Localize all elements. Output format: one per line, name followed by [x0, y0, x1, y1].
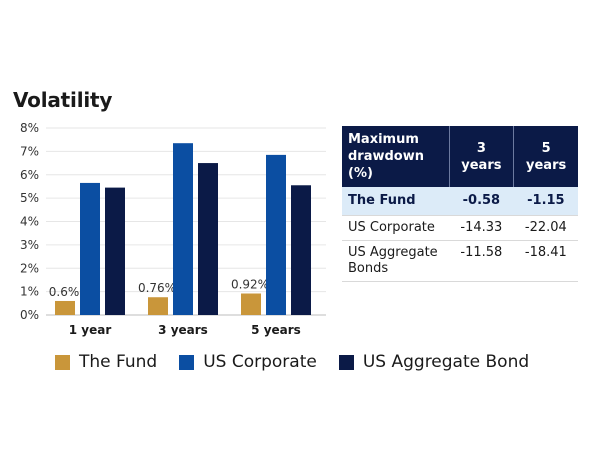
bar-the-fund-3-years	[148, 297, 168, 315]
row-value-5y: -22.04	[513, 215, 578, 241]
bar-us-corporate-5-years	[266, 154, 286, 315]
table-row-the-fund: The Fund -0.58 -1.15	[342, 187, 578, 216]
y-tick-label: 4%	[20, 215, 39, 229]
bar-us-aggregate-bond-3-years	[198, 163, 218, 315]
y-tick-label: 2%	[20, 261, 39, 275]
chart-title: Volatility	[13, 88, 113, 112]
y-tick-label: 8%	[20, 121, 39, 135]
y-tick-label: 1%	[20, 285, 39, 299]
row-name: US Aggregate Bonds	[342, 240, 449, 282]
table-header-row: Maximum drawdown (%) 3 years 5 years	[342, 126, 578, 187]
bar-us-corporate-1-year	[80, 182, 100, 315]
data-label: 0.6%	[49, 285, 80, 299]
legend-swatch-the-fund	[55, 354, 70, 370]
y-tick-label: 3%	[20, 238, 39, 252]
legend-item-us-aggregate-bond: US Aggregate Bond	[338, 352, 530, 372]
table-row-us-aggregate-bonds: US Aggregate Bonds -11.58 -18.41	[342, 240, 578, 282]
row-name: The Fund	[342, 187, 449, 216]
bar-us-aggregate-bond-5-years	[291, 185, 311, 315]
row-value-5y: -1.15	[513, 187, 578, 216]
y-tick-label: 0%	[20, 308, 39, 322]
header-3-years: 3 years	[448, 126, 514, 187]
x-category-label: 1 year	[69, 323, 112, 337]
row-name: US Corporate	[342, 215, 449, 241]
legend-item-the-fund: The Fund	[55, 352, 157, 372]
header-max-drawdown: Maximum drawdown (%)	[342, 126, 449, 187]
data-label: 0.76%	[138, 281, 176, 295]
header-5-years: 5 years	[513, 126, 578, 187]
legend-swatch-us-aggregate-bond	[338, 354, 354, 370]
legend-label-us-aggregate-bond: US Aggregate Bond	[362, 352, 530, 372]
bar-the-fund-1-year	[55, 300, 75, 315]
y-tick-label: 7%	[20, 144, 39, 158]
chart-legend: The Fund US Corporate US Aggregate Bond	[55, 352, 551, 372]
y-tick-label: 6%	[20, 168, 39, 182]
legend-label-the-fund: The Fund	[79, 352, 158, 372]
data-label: 0.92%	[231, 277, 269, 291]
x-category-label: 3 years	[158, 323, 208, 337]
legend-item-us-corporate: US Corporate	[179, 352, 317, 372]
bar-us-aggregate-bond-1-year	[105, 187, 125, 315]
max-drawdown-table: Maximum drawdown (%) 3 years 5 years The…	[342, 126, 578, 282]
y-tick-label: 5%	[20, 191, 39, 205]
legend-label-us-corporate: US Corporate	[203, 352, 317, 372]
row-value-5y: -18.41	[513, 240, 578, 282]
table-row-us-corporate: US Corporate -14.33 -22.04	[342, 215, 578, 241]
bar-us-corporate-3-years	[173, 143, 193, 315]
row-value-3y: -11.58	[449, 240, 514, 282]
row-value-3y: -0.58	[449, 187, 514, 216]
bar-the-fund-5-years	[241, 293, 261, 315]
row-value-3y: -14.33	[449, 215, 514, 241]
legend-swatch-us-corporate	[179, 354, 195, 370]
x-category-label: 5 years	[251, 323, 301, 337]
